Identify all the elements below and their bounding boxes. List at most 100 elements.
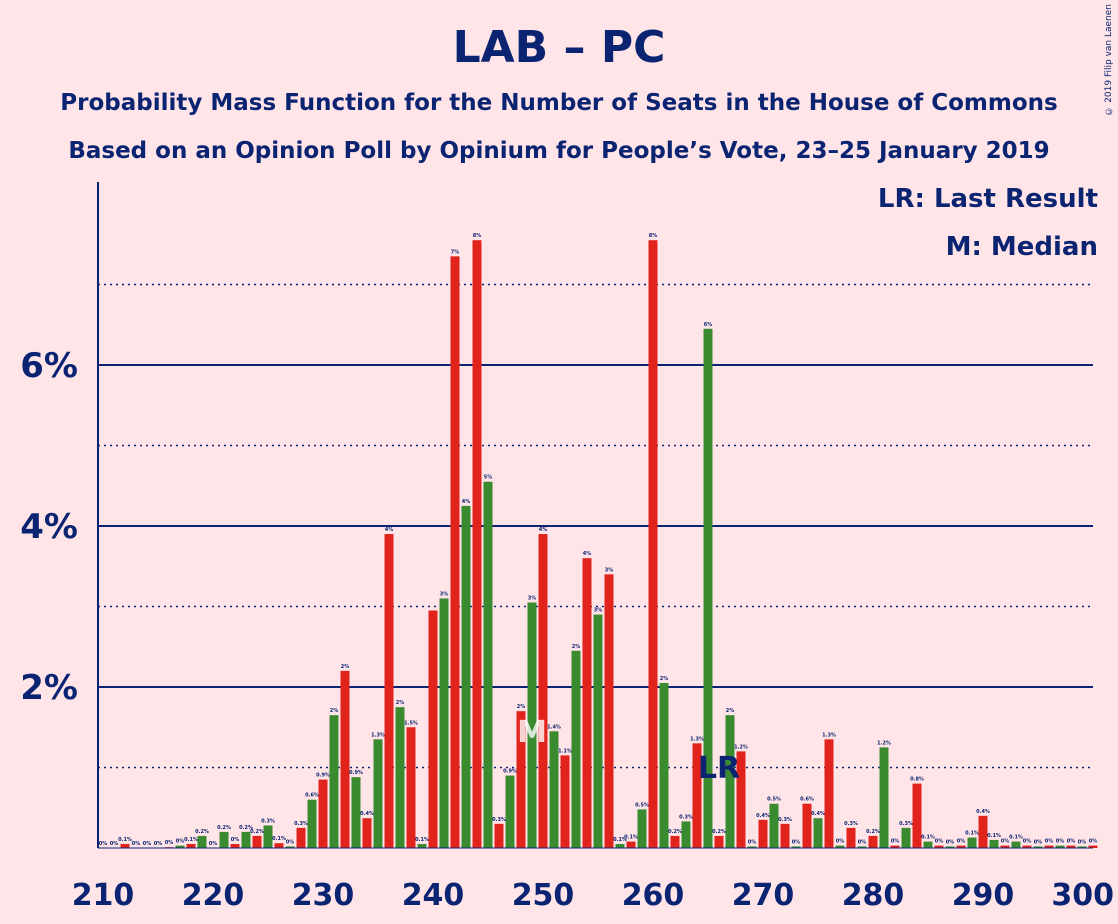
bar-red-284	[912, 783, 922, 848]
bar-label-238: 1.5%	[404, 720, 418, 726]
bar-label-256: 3%	[605, 567, 614, 573]
x-tick-label: 220	[182, 878, 245, 913]
bar-green-295	[1033, 846, 1043, 848]
bar-green-255	[593, 614, 603, 848]
bar-label-258: 0.1%	[624, 835, 638, 841]
x-tick-label: 230	[292, 878, 355, 913]
bar-label-284: 0.8%	[910, 777, 924, 783]
median-marker: M	[517, 715, 547, 750]
bar-label-271: 0.5%	[767, 797, 781, 803]
bar-red-230	[318, 779, 328, 848]
legend-median: M: Median	[945, 232, 1098, 262]
y-tick-label: 6%	[20, 346, 78, 386]
bar-label-294: 0%	[1023, 839, 1032, 845]
bar-red-286	[934, 845, 944, 848]
bar-green-283	[901, 827, 911, 848]
bar-label-273: 0%	[792, 839, 801, 845]
bar-label-221: 0.2%	[217, 825, 231, 831]
bar-green-289	[967, 837, 977, 848]
bar-label-274: 0.6%	[800, 797, 814, 803]
bar-label-235: 1.3%	[371, 732, 385, 738]
bar-red-282	[890, 845, 900, 848]
bar-label-292: 0%	[1001, 839, 1010, 845]
bar-label-227: 0%	[286, 839, 295, 845]
bar-label-296: 0%	[1045, 839, 1054, 845]
bar-red-266	[714, 835, 724, 848]
bar-label-241: 3%	[440, 591, 449, 597]
bar-red-272	[780, 823, 790, 848]
x-tick-label: 210	[72, 878, 135, 913]
bar-green-263	[681, 821, 691, 848]
bar-label-236: 4%	[385, 527, 394, 533]
bar-red-278	[846, 827, 856, 848]
bar-label-265: 6%	[704, 322, 713, 328]
bar-green-297	[1055, 845, 1065, 848]
bar-label-253: 2%	[572, 644, 581, 650]
bar-red-260	[648, 240, 658, 849]
bar-green-281	[879, 747, 889, 848]
bar-green-273	[791, 846, 801, 848]
bar-label-299: 0%	[1078, 839, 1087, 845]
bar-red-226	[274, 843, 284, 848]
bar-green-287	[945, 846, 955, 848]
x-tick-label: 300	[1051, 878, 1114, 913]
bar-label-291: 0.1%	[987, 833, 1001, 839]
bar-red-288	[956, 845, 966, 848]
bar-label-266: 0.2%	[712, 829, 726, 835]
y-tick-label: 2%	[20, 668, 78, 708]
bar-green-221	[219, 831, 229, 848]
bar-label-219: 0.2%	[195, 829, 209, 835]
bar-label-220: 0%	[209, 841, 218, 847]
bar-green-253	[571, 650, 581, 848]
bar-label-264: 1.3%	[690, 736, 704, 742]
bar-label-279: 0%	[858, 839, 867, 845]
bar-label-272: 0.3%	[778, 817, 792, 823]
x-tick-label: 280	[842, 878, 905, 913]
bar-green-223	[241, 831, 251, 848]
bar-red-250	[538, 534, 548, 848]
bar-label-262: 0.2%	[668, 829, 682, 835]
bar-green-247	[505, 775, 515, 848]
bar-label-289: 0.1%	[965, 831, 979, 837]
bar-red-274	[802, 803, 812, 848]
bar-label-242: 7%	[451, 249, 460, 255]
bar-red-280	[868, 835, 878, 848]
x-tick-label: 250	[512, 878, 575, 913]
bar-label-263: 0.3%	[679, 814, 693, 820]
bar-label-226: 0.1%	[272, 836, 286, 842]
bar-label-223: 0.2%	[239, 825, 253, 831]
bar-green-271	[769, 803, 779, 848]
bar-label-234: 0.4%	[360, 811, 374, 817]
chart-subtitle-2: Based on an Opinion Poll by Opinium for …	[68, 138, 1050, 164]
bar-red-212	[120, 843, 130, 848]
bar-label-300: 0%	[1089, 839, 1098, 845]
bar-red-246	[494, 823, 504, 848]
bar-label-282: 0%	[891, 839, 900, 845]
bar-green-241	[439, 598, 449, 848]
bar-red-238	[406, 727, 416, 848]
bar-green-285	[923, 841, 933, 848]
bar-red-222	[230, 843, 240, 848]
bar-red-292	[1000, 845, 1010, 848]
bar-label-293: 0.1%	[1009, 835, 1023, 841]
bar-red-268	[736, 751, 746, 848]
bar-red-254	[582, 558, 592, 848]
bar-red-224	[252, 835, 262, 848]
bar-red-218	[186, 843, 196, 848]
bar-red-276	[824, 739, 834, 848]
bar-label-276: 1.3%	[822, 732, 836, 738]
bar-green-257	[615, 843, 625, 848]
bar-label-287: 0%	[946, 839, 955, 845]
bar-label-280: 0.2%	[866, 829, 880, 835]
bar-label-214: 0%	[143, 841, 152, 847]
bar-red-252	[560, 755, 570, 848]
bar-green-299	[1077, 846, 1087, 848]
bar-green-259	[637, 809, 647, 848]
bar-red-232	[340, 670, 350, 848]
bar-red-264	[692, 743, 702, 848]
bar-label-245: 5%	[484, 475, 493, 481]
bar-label-290: 0.4%	[976, 809, 990, 815]
bar-label-251: 1.4%	[547, 724, 561, 730]
bar-label-252: 1.1%	[558, 748, 572, 754]
